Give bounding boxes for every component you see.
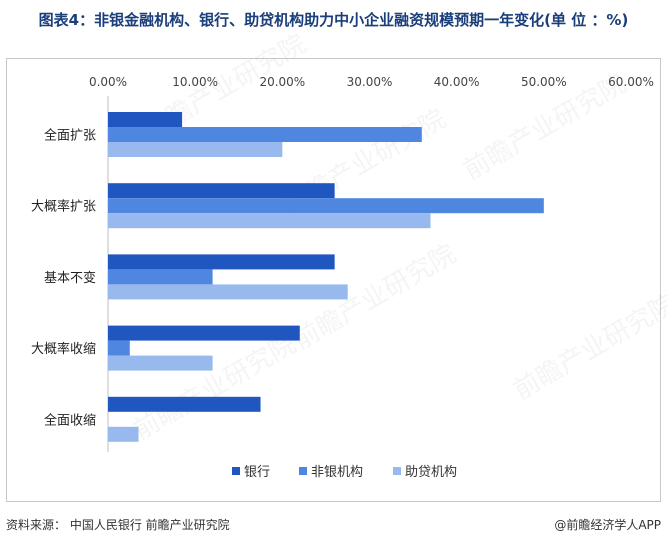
bar-助贷机构-全面扩张 — [108, 142, 283, 157]
bar-非银机构-大概率扩张 — [108, 198, 544, 214]
legend-label: 非银机构 — [311, 465, 363, 480]
legend-label: 银行 — [244, 465, 270, 480]
legend-swatch-非银机构 — [299, 467, 307, 475]
chart-frame — [6, 58, 661, 502]
legend-swatch-助贷机构 — [393, 467, 401, 475]
bar-助贷机构-大概率收缩 — [108, 355, 213, 371]
bar-银行-全面扩张 — [108, 112, 183, 127]
bar-助贷机构-全面收缩 — [108, 426, 139, 442]
bar-银行-大概率收缩 — [108, 325, 300, 341]
brand-credit: @前瞻经济学人APP — [554, 518, 661, 532]
legend-swatch-银行 — [232, 467, 240, 475]
source-note: 资料来源： 中国人民银行 前瞻产业研究院 — [6, 518, 230, 532]
category-label: 大概率收缩 — [31, 341, 96, 357]
watermark-text-4: 前瞻产业研究院 — [129, 329, 302, 446]
bar-非银机构-大概率收缩 — [108, 340, 130, 356]
bar-助贷机构-基本不变 — [108, 284, 348, 300]
x-tick-label: 60.00% — [608, 75, 654, 89]
watermark-text-5: 前瞻产业研究院 — [509, 289, 667, 406]
x-tick-label: 20.00% — [259, 75, 305, 89]
bar-银行-全面收缩 — [108, 396, 261, 412]
bar-银行-大概率扩张 — [108, 183, 335, 199]
category-label: 全面收缩 — [44, 412, 96, 428]
x-tick-label: 10.00% — [172, 75, 218, 89]
x-tick-label: 50.00% — [521, 75, 567, 89]
bar-银行-基本不变 — [108, 254, 335, 270]
chart-title: 图表4：非银金融机构、银行、助贷机构助力中小企业融资规模预期一年变化(单 位 ：… — [38, 11, 629, 29]
category-label: 全面扩张 — [44, 128, 96, 144]
legend-label: 助贷机构 — [405, 465, 457, 480]
bar-非银机构-全面扩张 — [108, 127, 422, 142]
bar-助贷机构-大概率扩张 — [108, 213, 431, 229]
x-tick-label: 0.00% — [89, 75, 127, 89]
x-tick-label: 40.00% — [434, 75, 480, 89]
x-tick-label: 30.00% — [347, 75, 393, 89]
bar-非银机构-基本不变 — [108, 269, 213, 285]
category-label: 基本不变 — [44, 270, 96, 286]
category-label: 大概率扩张 — [31, 199, 96, 215]
footer: 资料来源： 中国人民银行 前瞻产业研究院 @前瞻经济学人APP — [6, 514, 661, 536]
